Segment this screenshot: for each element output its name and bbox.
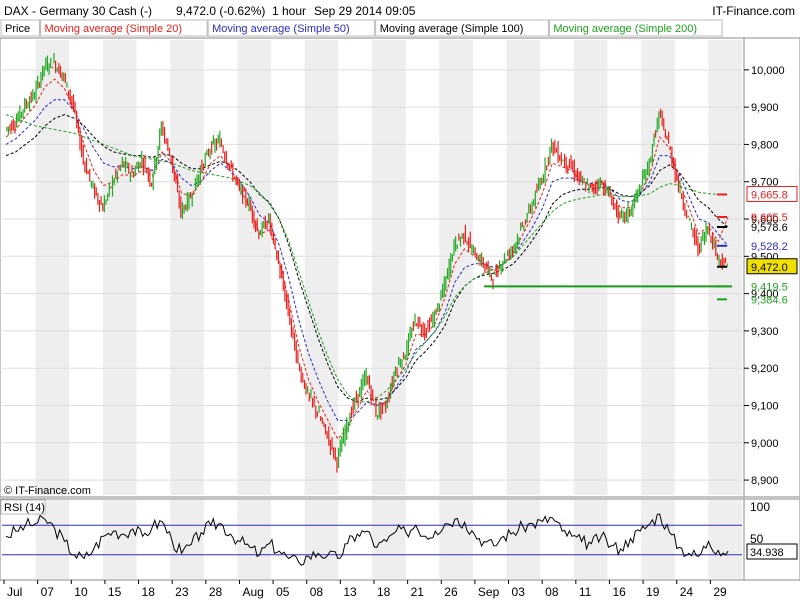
interval-label: 1 hour [272,4,306,18]
x-tick-label: 28 [209,585,223,599]
x-tick-label: 16 [612,585,626,599]
time-band [573,500,608,579]
x-tick-label: 21 [411,585,425,599]
x-tick-label: Aug [242,585,263,599]
rsi-line [5,513,729,566]
time-band [641,500,675,579]
price-labels: 9,665.8 9,605.59,578.6 9,528.2 9,472.0 9,419… [717,185,798,306]
legend-item [375,19,549,37]
price-label: 9,605.5 [751,212,788,224]
y-tick-label: 9,600 [751,214,779,226]
price-bars [6,53,728,473]
brand-logo: IT-Finance.com [712,4,795,18]
rsi-tick-50: 50 [750,532,764,546]
legend-item [0,19,40,37]
y-tick-label: 9,100 [751,400,779,412]
x-tick-label: 08 [545,585,559,599]
time-band [170,40,204,495]
x-tick-label: 19 [646,585,660,599]
time-band [708,500,742,579]
rsi-value-box [746,543,798,560]
moving-averages [5,78,729,440]
legend-label: Moving average (Simple 50) [212,23,350,35]
x-tick-label: 24 [680,585,694,599]
x-tick-label: 07 [41,585,55,599]
time-band [439,500,473,579]
time-band [573,40,608,495]
x-tick-label: Jul [7,585,22,599]
time-band [102,500,137,579]
rsi-indicator [2,513,742,566]
legend-label: Moving average (Simple 20) [45,23,183,35]
rsi-value: 34.938 [750,547,784,559]
price-label: 9,665.8 [751,189,788,201]
legend-item [548,19,723,37]
x-tick-label: Sep [478,585,500,599]
x-tick-label: 10 [74,585,88,599]
time-axis: Jul 07 10 15 18 23 28 Aug 05 08 13 18 21 26 Sep 03 08 11 1… [3,580,727,599]
time-band [506,40,541,495]
legend-item [40,19,208,37]
ma-series-line [5,114,729,403]
price-label: 9,419.5 [751,281,788,293]
y-tick-label: 9,200 [751,363,779,375]
y-tick-label: 9,000 [751,438,779,450]
x-tick-label: 13 [343,585,357,599]
x-tick-label: 08 [310,585,324,599]
header-bar: DAX - Germany 30 Cash (-) 9,472.0 (-0.62… [0,0,800,20]
time-band [372,40,406,495]
rsi-tick-100: 100 [750,500,770,514]
y-tick-label: 9,800 [751,139,779,151]
time-band [304,500,339,579]
time-band [641,40,675,495]
price-label: 9,472.0 [751,262,788,274]
x-tick-label: 11 [579,585,592,599]
x-tick-label: 23 [175,585,189,599]
time-band [439,40,473,495]
time-band [372,500,406,579]
x-tick-label: 15 [108,585,122,599]
time-band [506,500,541,579]
price-label-box [746,258,798,275]
time-band [237,40,272,495]
time-band [237,500,272,579]
x-tick-label: 26 [444,585,458,599]
legend-label: Moving average (Simple 200) [553,23,697,35]
y-tick-label: 9,400 [751,289,779,301]
y-tick-label: 8,900 [751,475,779,487]
ma-series-line [5,78,729,440]
ma-series-line [5,114,729,403]
watermark: © IT-Finance.com [4,485,91,497]
price-label: 9,384.6 [751,294,788,306]
price-label-box [746,185,798,202]
rsi-label: RSI (14) [4,502,45,514]
legend-label: Moving average (Simple 100) [380,23,524,35]
x-tick-label: 05 [276,585,290,599]
legend-item [207,19,376,37]
price-change: 9,472.0 (-0.62%) [176,4,265,18]
indicator-legend: Price Moving average (Simple 20) Moving av… [0,19,723,37]
y-tick-label: 9,700 [751,177,779,189]
y-tick-label: 9,900 [751,102,779,114]
y-tick-label: 9,300 [751,326,779,338]
symbol-title: DAX - Germany 30 Cash (-) [4,4,152,18]
x-tick-label: 18 [377,585,391,599]
x-tick-label: 18 [142,585,156,599]
price-label: 9,578.6 [751,222,788,234]
rsi-axis [743,498,800,581]
x-tick-label: 29 [713,585,727,599]
price-label: 9,528.2 [751,241,788,253]
datetime-label: Sep 29 2014 09:05 [314,4,416,18]
x-tick-label: 03 [512,585,526,599]
legend-label: Price [5,23,30,35]
time-band [35,40,70,495]
y-tick-label: 10,000 [751,65,785,77]
price-axis-ticks: 8,9009,0009,1009,2009,3009,4009,5009,600… [744,65,785,487]
time-band [304,40,339,495]
alternating-time-bands [35,40,742,579]
time-band [102,40,137,495]
